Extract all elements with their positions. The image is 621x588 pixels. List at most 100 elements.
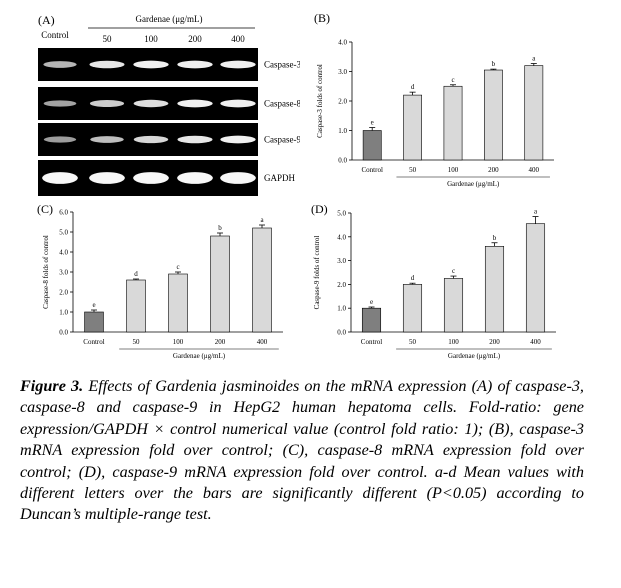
y-axis-label: Caspase-9 folds of control — [313, 236, 321, 310]
bar — [168, 273, 188, 333]
y-tick-label: 2.0 — [337, 281, 346, 289]
y-tick-label: 4.0 — [59, 249, 68, 257]
significance-letter: c — [452, 267, 455, 275]
y-tick-label: 5.0 — [337, 210, 346, 218]
y-tick-label: 1.0 — [59, 309, 68, 317]
gel-band — [43, 100, 77, 107]
gel-conc-label: 400 — [231, 34, 245, 44]
gel-band — [133, 99, 169, 108]
gel-row-label: Caspase-3 — [264, 60, 300, 70]
gel-band — [133, 172, 169, 184]
gel-band — [90, 136, 124, 143]
y-tick-label: 1.0 — [337, 305, 346, 313]
gel-row-label: GAPDH — [264, 173, 296, 183]
significance-letter: e — [370, 298, 373, 306]
gel-row-label: Caspase-8 — [264, 99, 300, 109]
significance-letter: a — [260, 216, 264, 224]
gel-panel: (A) Control Gardenae (μg/mL) 50 100 200 400 Ca… — [0, 0, 300, 200]
y-tick-label: 0.0 — [338, 157, 347, 165]
bar — [126, 279, 146, 333]
y-tick-label: 5.0 — [59, 229, 68, 237]
x-axis-label: Gardenae (μg/mL) — [448, 352, 501, 360]
gel-image: Control Gardenae (μg/mL) 50 100 200 400 Caspas… — [38, 14, 300, 196]
gel-band — [220, 172, 256, 184]
gel-band — [177, 172, 213, 184]
panel-label-c: (C) — [37, 202, 53, 216]
significance-letter: c — [176, 263, 179, 271]
x-tick-label: 50 — [409, 338, 417, 346]
significance-letter: e — [371, 119, 374, 127]
y-tick-label: 1.0 — [338, 127, 347, 135]
gel-control-label: Control — [41, 30, 69, 40]
significance-letter: d — [134, 270, 138, 278]
gel-conc-label: 200 — [188, 34, 202, 44]
bar — [361, 307, 382, 333]
chart-caspase8: (C) 0.0 1.0 2.0 3.0 4.0 5.0 6.0 e Control d 50 c 100… — [0, 198, 300, 363]
panel-label-d: (D) — [311, 202, 328, 216]
y-axis-label: Caspase-8 folds of control — [42, 235, 50, 309]
y-tick-label: 0.0 — [59, 329, 68, 337]
panel-label-a: (A) — [38, 13, 55, 27]
gel-conc-header: Gardenae (μg/mL) — [135, 14, 202, 24]
significance-letter: b — [218, 224, 222, 232]
gel-row-label: Caspase-9 — [264, 135, 300, 145]
x-tick-label: 100 — [448, 338, 459, 346]
bar — [252, 227, 272, 333]
significance-letter: e — [92, 301, 95, 309]
x-axis-label: Gardenae (μg/mL) — [447, 180, 500, 188]
gel-band — [43, 136, 77, 143]
y-tick-label: 4.0 — [337, 233, 346, 241]
bar — [484, 69, 503, 161]
x-tick-label: 100 — [173, 338, 184, 346]
chart-caspase9: (D) 0.0 1.0 2.0 3.0 4.0 5.0 e Control d 50 c 100 b 20… — [300, 198, 621, 363]
caption-text: Effects of Gardenia jasminoides on the m… — [20, 377, 584, 524]
bar — [84, 311, 104, 333]
figure-caption: Figure 3. Effects of Gardenia jasminoide… — [20, 376, 584, 526]
y-tick-label: 0.0 — [337, 329, 346, 337]
x-tick-label: Control — [83, 338, 104, 346]
bar — [443, 278, 464, 333]
bar — [443, 85, 463, 161]
gel-band — [177, 99, 213, 108]
x-tick-label: 400 — [529, 166, 540, 174]
x-tick-label: 100 — [448, 166, 459, 174]
x-tick-label: 400 — [530, 338, 541, 346]
x-tick-label: 400 — [257, 338, 268, 346]
gel-conc-label: 100 — [144, 34, 158, 44]
y-tick-label: 4.0 — [338, 39, 347, 47]
y-tick-label: 3.0 — [338, 68, 347, 76]
bar — [403, 94, 422, 161]
chart-d-svg: 0.0 1.0 2.0 3.0 4.0 5.0 e Control d 50 c 100 b 200 a 40… — [313, 208, 556, 360]
significance-letter: c — [451, 76, 454, 84]
y-tick-label: 2.0 — [59, 289, 68, 297]
gel-band — [133, 60, 169, 69]
gel-band — [177, 135, 213, 144]
y-tick-label: 6.0 — [59, 209, 68, 217]
x-tick-label: Control — [362, 166, 383, 174]
gel-band — [220, 135, 256, 144]
significance-letter: b — [493, 234, 497, 242]
gel-band — [89, 99, 125, 108]
gel-conc-label: 50 — [103, 34, 113, 44]
significance-letter: b — [492, 60, 496, 68]
bar — [484, 246, 505, 333]
x-tick-label: 200 — [215, 338, 226, 346]
y-tick-label: 3.0 — [337, 257, 346, 265]
gel-band — [43, 61, 77, 68]
bar — [402, 284, 423, 333]
bar — [524, 65, 544, 161]
x-tick-label: 200 — [489, 338, 500, 346]
gel-band — [177, 60, 213, 69]
chart-caspase3: (B) 0.0 1.0 2.0 3.0 4.0 e Control d 50 c 100 b 200 a 4… — [300, 0, 621, 195]
gel-band — [89, 172, 125, 184]
y-tick-label: 2.0 — [338, 98, 347, 106]
gel-band — [220, 60, 256, 69]
gel-band — [89, 60, 125, 69]
bar — [525, 223, 546, 333]
significance-letter: d — [411, 274, 415, 282]
gel-band — [42, 172, 78, 184]
panel-label-b: (B) — [314, 11, 330, 25]
gel-band — [133, 135, 169, 144]
x-tick-label: Control — [361, 338, 382, 346]
x-tick-label: 50 — [409, 166, 417, 174]
